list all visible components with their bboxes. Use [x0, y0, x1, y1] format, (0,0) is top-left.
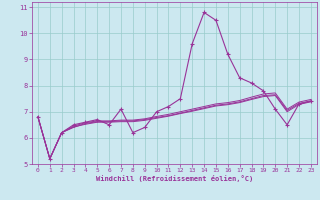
X-axis label: Windchill (Refroidissement éolien,°C): Windchill (Refroidissement éolien,°C) — [96, 175, 253, 182]
